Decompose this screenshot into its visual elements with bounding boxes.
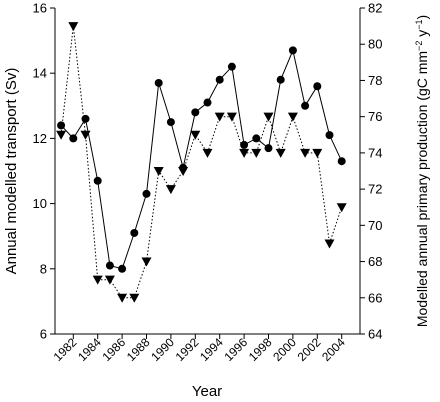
right-y-axis-label-sup1: −2	[414, 41, 424, 51]
series-2-point	[214, 112, 225, 122]
series-2-point	[251, 148, 262, 158]
series-2-point	[129, 293, 140, 303]
right-y-tick-label: 66	[368, 290, 382, 305]
right-y-axis-label-sup2: −1	[414, 20, 424, 30]
x-tick-label: 1984	[75, 335, 104, 364]
left-y-tick-label: 6	[40, 327, 47, 342]
series-2-point	[275, 148, 286, 158]
series-1-point	[215, 75, 224, 84]
right-y-tick-label: 72	[368, 182, 382, 197]
series-markers	[56, 22, 347, 303]
x-tick-label: 1992	[173, 335, 202, 364]
series-2-point	[117, 293, 128, 303]
series-2-line	[60, 26, 343, 299]
x-tick-label: 1998	[246, 335, 275, 364]
series-2-point	[287, 112, 298, 122]
series-2-point	[165, 185, 176, 195]
x-tick-label: 1994	[197, 335, 226, 364]
series-1-point	[130, 228, 139, 237]
series-1-point	[105, 261, 114, 270]
right-y-axis-label: Modelled annual primary production (gC m…	[414, 15, 430, 327]
series-1-point	[166, 118, 175, 127]
right-y-axis-ticks: 64 66 68 70 72 74 76 78 80 82	[360, 1, 382, 342]
series-1-point	[276, 75, 285, 84]
series-2-point	[190, 130, 201, 140]
series-2-point	[104, 275, 115, 285]
series-1-point	[227, 62, 236, 71]
series-lines	[60, 26, 343, 299]
right-y-tick-label: 76	[368, 109, 382, 124]
left-y-tick-label: 10	[33, 196, 47, 211]
series-1-point	[288, 46, 297, 55]
series-1-point	[154, 78, 163, 87]
x-tick-label: 2000	[270, 335, 299, 364]
plot-frame	[54, 8, 361, 335]
series-1-point	[191, 108, 200, 117]
series-2-point	[226, 112, 237, 122]
x-tick-label: 1986	[99, 335, 128, 364]
series-1-point	[203, 98, 212, 107]
series-2-point	[153, 167, 164, 176]
left-y-axis-label: Annual modelled transport (Sv)	[3, 68, 20, 275]
series-2-point	[92, 275, 103, 285]
series-2-point	[68, 22, 79, 32]
right-y-tick-label: 74	[368, 145, 382, 160]
series-2-point	[300, 148, 311, 158]
x-tick-label: 2002	[295, 335, 324, 364]
x-tick-label: 1982	[51, 335, 80, 364]
series-1-point	[69, 134, 78, 143]
series-2-point	[80, 130, 91, 140]
right-y-tick-label: 68	[368, 254, 382, 269]
x-tick-label: 2004	[319, 335, 348, 364]
series-2-point	[336, 203, 347, 213]
series-2-point	[239, 148, 250, 158]
left-y-tick-label: 14	[33, 66, 47, 81]
right-y-axis-label-end: )	[414, 15, 430, 20]
series-1-point	[337, 157, 346, 166]
series-1-point	[57, 121, 66, 130]
left-y-tick-label: 16	[33, 1, 47, 16]
right-y-tick-label: 80	[368, 37, 382, 52]
series-2-point	[312, 148, 323, 158]
series-2-point	[56, 130, 67, 140]
series-1-point	[93, 176, 102, 185]
right-y-axis-label-main: Modelled annual primary production (gC m…	[414, 51, 430, 327]
series-1-point	[240, 140, 249, 149]
series-2-point	[141, 257, 152, 267]
series-1-point	[264, 144, 273, 153]
right-y-tick-label: 78	[368, 73, 382, 88]
series-2-point	[178, 167, 189, 176]
series-1-point	[313, 82, 322, 91]
series-1-point	[325, 131, 334, 140]
right-y-tick-label: 64	[368, 327, 382, 342]
series-1-point	[142, 189, 151, 198]
left-y-tick-label: 8	[40, 261, 47, 276]
right-y-tick-label: 82	[368, 1, 382, 16]
series-1-point	[301, 101, 310, 110]
series-2-point	[202, 148, 213, 158]
x-axis-ticks: 1982198419861988199019921994199619982000…	[51, 334, 348, 364]
right-y-tick-label: 70	[368, 218, 382, 233]
x-axis-label: Year	[192, 383, 222, 400]
x-tick-label: 1990	[148, 335, 177, 364]
series-1-point	[81, 114, 90, 123]
series-1-line	[60, 48, 343, 270]
series-1-point	[252, 134, 261, 143]
right-y-axis-label-mid: y	[414, 30, 430, 41]
left-y-tick-label: 12	[33, 131, 47, 146]
x-tick-label: 1988	[124, 335, 153, 364]
left-y-axis-ticks: 6 8 10 12 14 16	[33, 1, 55, 342]
series-1-point	[118, 264, 127, 273]
x-tick-label: 1996	[221, 335, 250, 364]
series-2-point	[263, 112, 274, 122]
series-2-point	[324, 239, 335, 249]
